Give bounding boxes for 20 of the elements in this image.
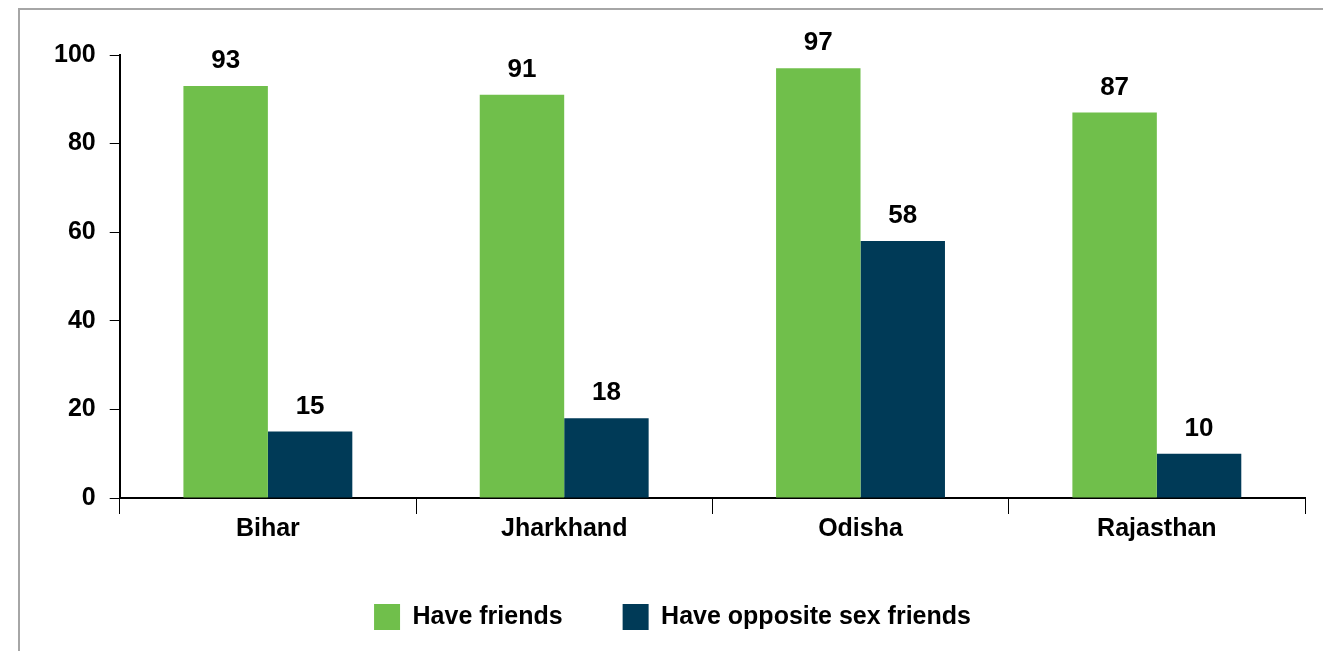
legend-label: Have opposite sex friends (661, 600, 971, 629)
y-tick-label: 20 (67, 393, 96, 422)
data-label: 97 (803, 26, 833, 57)
y-tick-label: 40 (67, 304, 96, 333)
x-tick-label: Odisha (818, 512, 904, 541)
data-label: 93 (211, 44, 241, 75)
x-tick-label: Jharkhand (500, 512, 628, 541)
data-label: 18 (591, 376, 621, 407)
x-tick-label: Rajasthan (1097, 512, 1217, 541)
x-tick-label: Bihar (235, 512, 301, 541)
y-tick-label: 0 (81, 481, 96, 510)
legend-label: Have friends (412, 600, 563, 629)
y-tick-label: 60 (67, 216, 96, 245)
data-label: 15 (295, 389, 325, 420)
data-label: 10 (1184, 411, 1214, 442)
y-tick-label: 80 (67, 127, 96, 156)
y-tick-label: 100 (53, 38, 96, 67)
data-label: 91 (507, 53, 537, 84)
data-label: 87 (1100, 70, 1130, 101)
data-label: 58 (888, 199, 918, 230)
